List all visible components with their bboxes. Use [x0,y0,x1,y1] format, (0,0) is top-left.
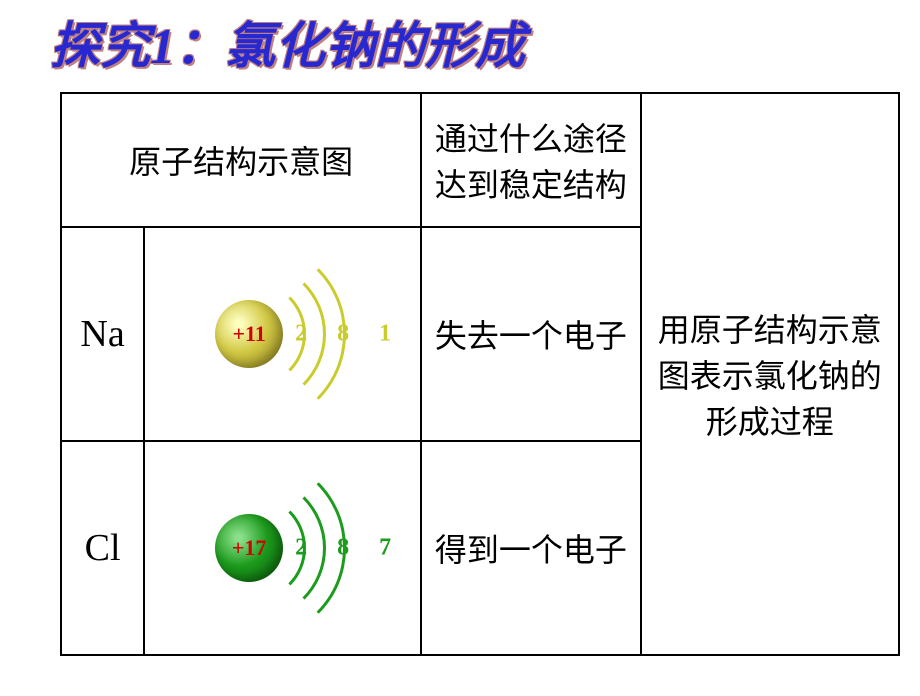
header-structure: 原子结构示意图 [61,93,421,227]
na-diagram: +11 2 8 1 [144,227,421,441]
na-shell-numbers: 2 8 1 [295,321,403,348]
na-pathway: 失去一个电子 [421,227,640,441]
cl-symbol: Cl [61,441,144,655]
content-table: 原子结构示意图 通过什么途径达到稳定结构 用原子结构示意图表示氯化钠的形成过程 … [60,92,900,656]
cl-nucleus: +17 [215,514,283,582]
na-nucleus: +11 [215,300,283,368]
cl-pathway: 得到一个电子 [421,441,640,655]
cl-shell-numbers: 2 8 7 [295,535,403,562]
header-pathway: 通过什么途径达到稳定结构 [421,93,640,227]
header-task: 用原子结构示意图表示氯化钠的形成过程 [641,93,899,655]
na-symbol: Na [61,227,144,441]
cl-diagram: +17 2 8 7 [144,441,421,655]
slide-title: 探究1：氯化钠的形成 [50,6,920,78]
